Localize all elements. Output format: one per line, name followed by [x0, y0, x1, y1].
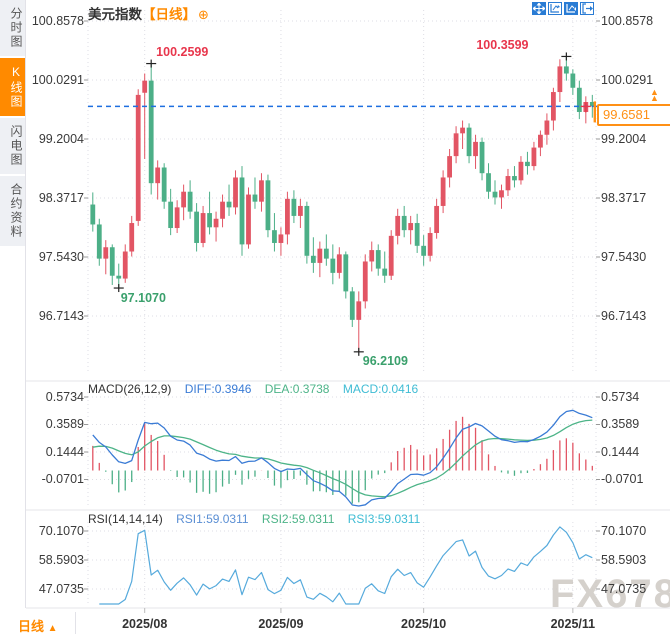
macd-y-axis-label-left: -0.0701: [41, 472, 84, 487]
sidebar-item-time-chart[interactable]: 分时图: [0, 0, 25, 56]
sidebar-item-candlestick-chart[interactable]: K线图: [0, 58, 25, 116]
rsi2-value: RSI2:59.0311: [261, 512, 335, 526]
x-axis-date-label: 2025/09: [258, 617, 304, 631]
rsi-y-axis-label-left: 58.5903: [38, 553, 84, 567]
macd-y-axis-label-left: 0.5734: [45, 389, 84, 404]
symbol-name: 美元指数: [88, 7, 142, 22]
current-price-box: 99.6581: [597, 104, 670, 127]
price-y-axis-label-right: 97.5430: [601, 249, 647, 264]
macd-y-axis-label-right: -0.0701: [601, 472, 644, 487]
price-y-axis-label-right: 99.2004: [601, 131, 647, 146]
sidebar-item-contract-info[interactable]: 合约资料: [0, 176, 25, 246]
price-y-axis-label-right: 98.3717: [601, 190, 647, 205]
rsi1-value: RSI1:59.0311: [176, 512, 249, 526]
add-circle-icon[interactable]: ⊕: [198, 7, 209, 22]
exit-chart-icon[interactable]: [580, 2, 594, 15]
low-price-annotation: 96.2109: [362, 353, 408, 368]
price-y-axis-label-left: 97.5430: [38, 249, 84, 264]
bottom-bar-divider: [75, 612, 76, 634]
macd-diff-value: DIFF:0.3946: [184, 382, 252, 396]
price-y-axis-label-left: 99.2004: [38, 131, 84, 146]
watermark: FX678: [550, 572, 670, 616]
price-y-axis-label-right: 96.7143: [601, 308, 647, 323]
x-axis-date-label: 2025/08: [122, 617, 168, 631]
macd-y-axis-label-right: 0.1444: [601, 444, 640, 459]
price-y-axis-label-left: 98.3717: [38, 190, 84, 205]
rsi-y-axis-label-left: 70.1070: [38, 524, 84, 538]
macd-label: MACD(26,12,9): [88, 382, 172, 396]
price-y-axis-label-left: 96.7143: [38, 308, 84, 323]
macd-y-axis-label-left: 0.1444: [45, 444, 84, 459]
macd-macd-value: MACD:0.0416: [342, 382, 419, 396]
rsi-y-axis-label-right: 58.5903: [601, 553, 647, 567]
macd-y-axis-label-left: 0.3589: [45, 417, 84, 432]
rsi-label: RSI(14,14,14): [88, 512, 163, 526]
x-axis-date-label: 2025/11: [550, 617, 596, 631]
macd-header: MACD(26,12,9) DIFF:0.3946 DEA:0.3738 MAC…: [88, 382, 428, 396]
chevron-up-icon: ▲: [47, 623, 58, 634]
x-axis-date-label: 2025/10: [401, 617, 447, 631]
rsi-header: RSI(14,14,14) RSI1:59.0311 RSI2:59.0311 …: [88, 512, 430, 526]
rsi-y-axis-label-left: 47.0735: [38, 581, 84, 596]
macd-y-axis-label-right: 0.3589: [601, 417, 640, 432]
chart-toolbar: [532, 2, 594, 15]
price-y-axis-label-left: 100.8578: [31, 14, 84, 28]
rsi3-value: RSI3:59.0311: [347, 512, 421, 526]
move-tool-icon[interactable]: [532, 2, 546, 15]
price-y-axis-label-right: 100.8578: [601, 14, 654, 28]
high-price-annotation: 100.2599: [156, 44, 209, 59]
macd-y-axis-label-right: 0.5734: [601, 389, 640, 404]
low-price-annotation: 97.1070: [120, 291, 166, 306]
rsi-y-axis-label-right: 47.0735: [601, 581, 647, 596]
sidebar-item-lightning-chart[interactable]: 闪电图: [0, 118, 25, 174]
fit-vertical-icon[interactable]: [564, 2, 578, 15]
price-y-axis-label-right: 100.0291: [601, 72, 654, 87]
period-selector-label: 日线: [18, 619, 45, 634]
fit-horizontal-icon[interactable]: [548, 2, 562, 15]
price-y-axis-label-left: 100.0291: [31, 72, 84, 87]
macd-dea-value: DEA:0.3738: [264, 382, 330, 396]
high-price-annotation: 100.3599: [476, 38, 529, 53]
price-scroll-marker-icon[interactable]: ▲ ▲: [650, 87, 659, 104]
chart-type-sidebar: 分时图 K线图 闪电图 合约资料: [0, 0, 26, 608]
period-selector[interactable]: 日线 ▲: [18, 616, 58, 635]
rsi-y-axis-label-right: 70.1070: [601, 524, 647, 538]
period-tag: 【日线】: [142, 7, 196, 22]
chart-title: 美元指数【日线】 ⊕: [88, 3, 209, 23]
